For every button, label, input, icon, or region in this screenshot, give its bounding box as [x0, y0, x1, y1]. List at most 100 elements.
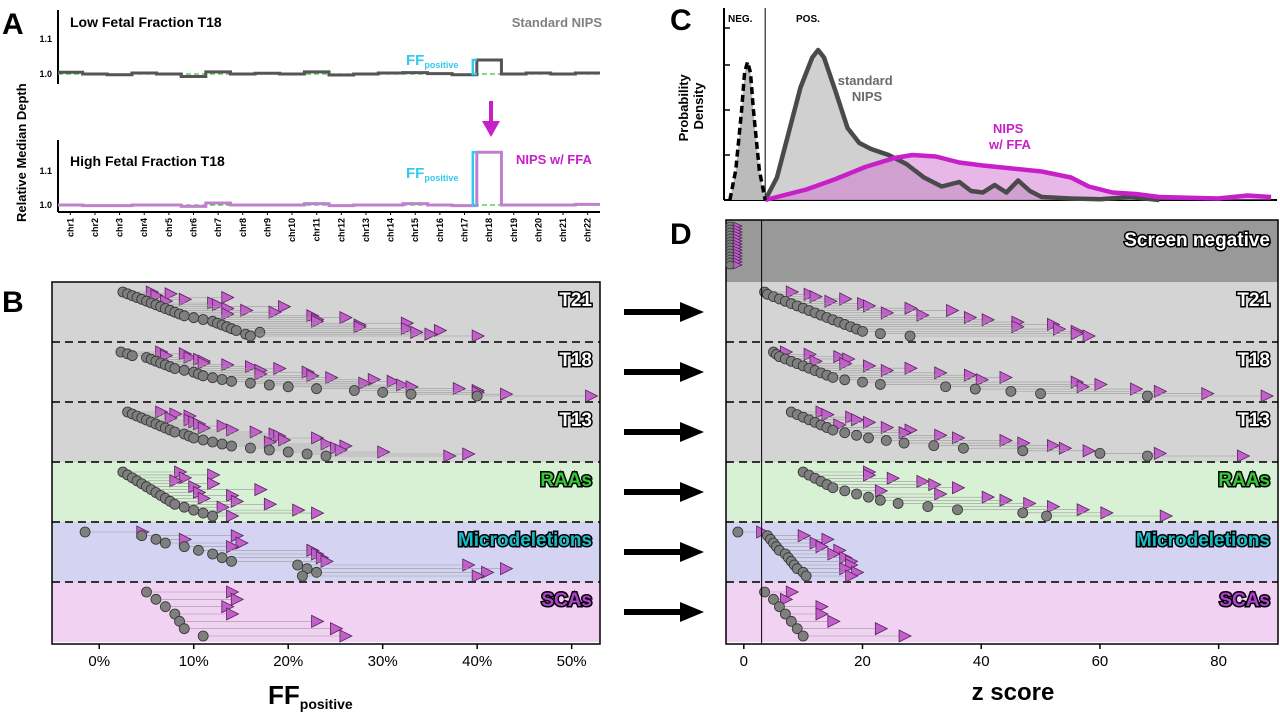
panel-b-standard-point — [197, 507, 209, 519]
panel-d-ffa-point — [839, 292, 853, 306]
chr-label: chr16 — [435, 218, 445, 242]
panel-d-xlabel: z score — [972, 679, 1055, 706]
panel-b-to-d-arrows — [624, 302, 704, 622]
panel-b-ffa-point — [226, 540, 240, 554]
panel-b-standard-point — [188, 504, 200, 516]
panel-b-x-tick-label: 10% — [179, 653, 209, 670]
panel-b-ffa-point — [339, 629, 353, 643]
panel-d: z score T21 T18 T13 RAAs Microdeletions SCAs 0… — [725, 219, 1279, 706]
panel-b-standard-point — [207, 372, 219, 384]
panel-d-standard-point — [969, 383, 981, 395]
panel-d-band — [726, 402, 1278, 462]
panel-b-ffa-point — [306, 369, 320, 383]
panel-c-neg-label: NEG. — [728, 14, 753, 25]
panel-b-ffa-point — [433, 323, 448, 338]
panel-b-ffa-point — [334, 443, 349, 457]
panel-b-standard-point — [216, 552, 228, 564]
panel-b-ffa-point — [462, 558, 476, 572]
panel-b-standard-point — [150, 533, 162, 545]
panel-d-standard-point — [1142, 450, 1153, 462]
panel-d-ffa-point — [785, 585, 800, 599]
panel-letter-b: B — [2, 286, 24, 319]
panel-d-band — [726, 582, 1278, 642]
panel-b-ffa-point — [263, 497, 278, 511]
panel-a-bottom-title: High Fetal Fraction T18 — [70, 153, 225, 169]
panel-d-standard-point — [839, 374, 851, 386]
panel-d-ffa-point — [963, 368, 978, 382]
panel-d-group-label: Microdeletions — [1136, 530, 1270, 551]
panel-b-ffa-point — [207, 477, 221, 491]
chr-label: chr22 — [583, 218, 593, 242]
panel-b-standard-point — [207, 548, 219, 560]
panel-d-standard-point — [732, 526, 744, 538]
panel-d-ffa-point — [1076, 380, 1091, 394]
transition-arrow-head — [680, 482, 704, 502]
panel-d-ffa-point — [975, 373, 990, 387]
chr-label: chr20 — [533, 218, 543, 242]
panel-c-nips-ffa-label: NIPS w/ FFA — [988, 121, 1032, 152]
panel-a-top-depth-line — [58, 58, 600, 78]
panel-b-standard-point — [150, 593, 162, 605]
panel-d-ffa-point — [1153, 446, 1168, 461]
panel-b-ffa-point — [320, 554, 334, 568]
panel-c-standard-nips-area — [765, 50, 1160, 200]
panel-b-ffa-point — [358, 376, 372, 390]
panel-a-bottom-ff-label: FFpositive — [406, 165, 458, 183]
panel-d-standard-point — [827, 424, 839, 436]
panel-b-ffa-point — [273, 361, 287, 376]
panel-a-top-ff-bracket — [471, 58, 477, 76]
panel-b-standard-point — [216, 438, 228, 450]
panel-d-standard-point — [857, 376, 868, 388]
panel-c-negative-area — [729, 62, 766, 200]
panel-b-ffa-point — [183, 350, 197, 365]
chr-label: chr2 — [90, 218, 100, 237]
panel-d-ffa-point — [880, 363, 895, 378]
panel-b-standard-point — [348, 385, 360, 396]
panel-d-group-label: RAAs — [1218, 470, 1270, 491]
panel-d-ffa-point — [952, 481, 966, 495]
panel-d-ffa-point — [1052, 322, 1067, 336]
panel-a-bottom-ytick-0: 1.0 — [39, 200, 52, 210]
panel-a-ylabel: Relative Median Depth — [14, 83, 29, 222]
panel-d-ffa-point — [827, 614, 841, 628]
panel-b-ffa-point — [226, 607, 240, 621]
panel-d-standard-point — [839, 427, 851, 439]
panel-d-ffa-point — [934, 428, 948, 442]
panel-d-standard-point — [958, 442, 969, 454]
panel-a-top-ytick-0: 1.0 — [39, 69, 52, 79]
panel-d-ffa-point — [1153, 384, 1168, 399]
chr-label: chr3 — [115, 218, 125, 237]
panel-b-standard-point — [301, 448, 313, 460]
panel-b-ffa-point — [178, 292, 193, 306]
panel-b-standard-point — [282, 446, 294, 458]
panel-b-frame — [51, 281, 601, 645]
panel-b-standard-point — [226, 555, 237, 567]
panel-b-ffa-point — [216, 419, 230, 433]
panel-b-xlabel: FFpositive — [268, 680, 353, 712]
panel-d-standard-point — [863, 491, 874, 503]
panel-d-standard-point — [800, 570, 812, 582]
panel-a-down-arrow — [482, 101, 500, 137]
panel-b-ffa-point — [353, 320, 367, 334]
panel-d-standard-point — [768, 593, 779, 605]
panel-b-x-tick-label: 20% — [273, 653, 303, 670]
panel-d-ffa-point — [874, 622, 889, 636]
panel-b-standard-point — [126, 350, 138, 362]
panel-d-standard-point — [1041, 510, 1052, 522]
panel-d-ffa-point — [821, 532, 835, 546]
panel-b-standard-point — [207, 436, 219, 448]
panel-d-standard-point — [827, 482, 839, 494]
panel-d-ffa-point — [845, 569, 859, 583]
chr-label: chr7 — [213, 218, 223, 237]
panel-b-ffa-point — [443, 449, 457, 463]
panel-a-top-ff-label: FFpositive — [406, 52, 458, 70]
chr-label: chr18 — [484, 218, 494, 242]
panel-d-standard-point — [791, 623, 803, 635]
panel-b-ffa-point — [268, 305, 282, 319]
transition-arrow-head — [680, 302, 704, 322]
panel-d-frame — [725, 219, 1279, 645]
panel-d-ffa-point — [863, 299, 877, 313]
panel-d-group-label: T18 — [1237, 350, 1270, 371]
panel-b-standard-point — [159, 537, 171, 549]
panel-b-standard-point — [263, 444, 275, 456]
